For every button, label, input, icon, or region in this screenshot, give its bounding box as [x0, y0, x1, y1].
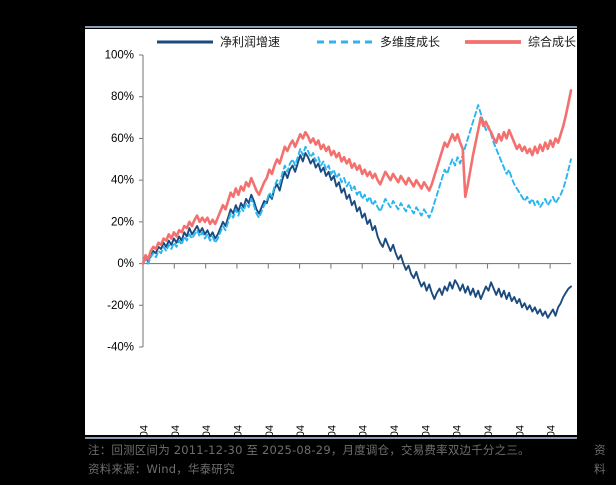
clipped-right-line-2: 料: [594, 462, 606, 476]
note-backtest-period: 注：回测区间为 2011-12-30 至 2025-08-29，月度调仓，交易费…: [88, 443, 530, 457]
legend-label: 综合成长: [528, 34, 576, 49]
x-tick-label: 2013-01-04: [170, 425, 182, 435]
x-tick-label: 2019-01-04: [358, 425, 370, 435]
chart-panel-background: [85, 29, 577, 435]
x-tick-label: 2015-01-04: [232, 425, 244, 435]
x-tick-label: 2020-01-04: [389, 425, 401, 435]
y-tick-label: 80%: [111, 91, 134, 103]
x-tick-label: 2018-01-04: [326, 425, 338, 435]
clipped-right-line-1: 资: [594, 443, 606, 457]
y-tick-label: -40%: [107, 342, 134, 354]
x-axis-tick-labels: 2012-01-04 2013-01-04 2014-01-04 2015-01-04…: [139, 425, 558, 435]
chart-legend: 净利润增速 多维度成长 综合成长: [157, 34, 576, 49]
chart-notes: 注：回测区间为 2011-12-30 至 2025-08-29，月度调仓，交易费…: [88, 441, 616, 479]
legend-label: 多维度成长: [380, 34, 440, 49]
x-tick-label: 2017-01-04: [295, 425, 307, 435]
series-line: [142, 152, 572, 319]
y-tick-label: 60%: [111, 133, 134, 145]
y-tick-label: 100%: [105, 50, 134, 62]
x-tick-label: 2012-01-04: [139, 425, 151, 435]
chart-axes: [139, 54, 571, 348]
y-axis-tick-labels: 100% 80% 60% 40% 20% 0% -20% -40%: [105, 50, 134, 354]
x-tick-label: 2021-01-04: [420, 425, 432, 435]
chart-series-lines: [141, 89, 573, 319]
right-edge-mask: [577, 0, 616, 485]
x-tick-label: 2024-01-04: [514, 425, 526, 435]
series-line: [141, 89, 573, 265]
x-tick-label: 2025-01-04: [546, 425, 558, 435]
y-tick-label: 20%: [111, 216, 134, 228]
growth-backtest-line-chart: 净利润增速 多维度成长 综合成长 100% 80% 60% 40% 20% 0% -20% -40…: [105, 34, 576, 435]
legend-label: 净利润增速: [220, 35, 280, 49]
series-line: [142, 104, 572, 265]
clipped-right-text: 资 料: [594, 441, 616, 479]
bottom-divider-rule: [85, 437, 616, 439]
x-tick-label: 2014-01-04: [201, 425, 213, 435]
y-tick-label: -20%: [107, 300, 134, 312]
x-tick-label: 2022-01-04: [452, 425, 464, 435]
top-divider-rule: [85, 26, 616, 28]
y-tick-label: 40%: [111, 175, 134, 187]
x-tick-label: 2016-01-04: [264, 425, 276, 435]
note-data-source: 资料来源：Wind，华泰研究: [88, 462, 235, 476]
y-tick-label: 0%: [117, 258, 134, 270]
x-tick-label: 2023-01-04: [483, 425, 495, 435]
